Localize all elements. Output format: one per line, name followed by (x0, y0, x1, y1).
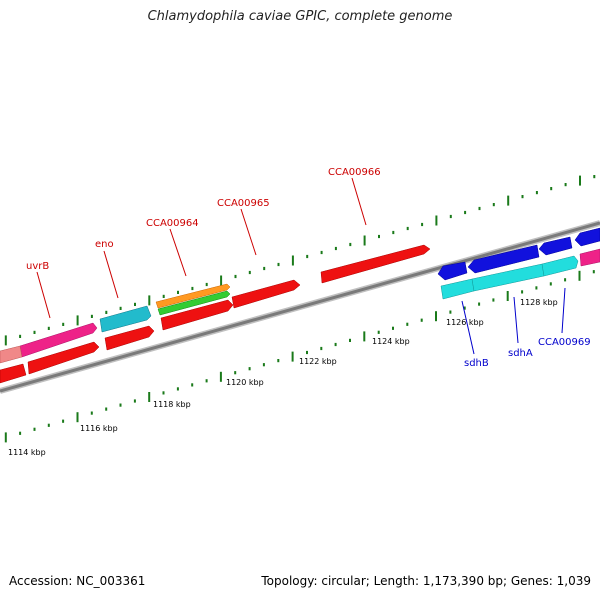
scale-labels: 1114 kbp 1116 kbp 1118 kbp 1120 kbp 1122… (8, 298, 558, 457)
label-leaders (36, 177, 566, 355)
backbone-core (0, 221, 600, 393)
scale-label: 1124 kbp (372, 337, 410, 346)
lower-tick-track (4, 270, 595, 443)
gene-labels: uvrB eno CCA00964 CCA00965 CCA00966 sdhB… (26, 167, 591, 369)
gene-eno-arrow[interactable] (99, 305, 152, 333)
gene-label-sdha[interactable]: sdhA (508, 348, 533, 359)
scale-label: 1118 kbp (153, 400, 191, 409)
scale-label: 1116 kbp (80, 424, 118, 433)
genome-summary-text: Topology: circular; Length: 1,173,390 bp… (261, 574, 591, 588)
gene-blue-arrow-3[interactable] (538, 236, 573, 256)
gene-cca00966-arrow[interactable] (320, 244, 431, 284)
gene-cca00964-arrow[interactable] (160, 299, 234, 331)
gene-blue-arrow-4[interactable] (574, 227, 600, 247)
gene-label-cca00964[interactable]: CCA00964 (146, 218, 199, 229)
gene-label-cca00965[interactable]: CCA00965 (217, 198, 270, 209)
accession-text: Accession: NC_003361 (9, 574, 146, 588)
scale-label: 1122 kbp (299, 357, 337, 366)
gene-red-left-arrow[interactable] (27, 341, 100, 375)
gene-salmon-arrow[interactable] (0, 345, 23, 364)
gene-sdhb-arrow[interactable] (440, 278, 475, 300)
gene-red-edge-arrow[interactable] (0, 363, 27, 384)
gene-orange-arrow[interactable] (155, 283, 231, 309)
gene-cca00965-arrow[interactable] (231, 279, 301, 309)
gene-pink-right-arrow[interactable] (579, 248, 600, 267)
map-title: Chlamydophila caviae GPIC, complete geno… (147, 9, 453, 24)
gene-label-sdhb[interactable]: sdhB (464, 358, 489, 369)
scale-label: 1126 kbp (446, 318, 484, 327)
gene-label-uvrb[interactable]: uvrB (26, 261, 49, 272)
gene-label-eno[interactable]: eno (95, 239, 114, 250)
gene-label-cca00966[interactable]: CCA00966 (328, 167, 381, 178)
gene-red-small-arrow[interactable] (104, 325, 155, 351)
scale-label: 1128 kbp (520, 298, 558, 307)
upper-tick-track (4, 175, 596, 346)
gene-cca00969-arrow[interactable] (541, 255, 579, 277)
scale-label: 1120 kbp (226, 378, 264, 387)
gene-features (0, 227, 600, 384)
gene-blue-arrow-1[interactable] (437, 261, 468, 281)
gene-blue-arrow-2[interactable] (467, 244, 540, 274)
gene-green-arrow[interactable] (157, 290, 231, 316)
gene-label-cca00969[interactable]: CCA00969 (538, 337, 591, 348)
scale-label: 1114 kbp (8, 448, 46, 457)
